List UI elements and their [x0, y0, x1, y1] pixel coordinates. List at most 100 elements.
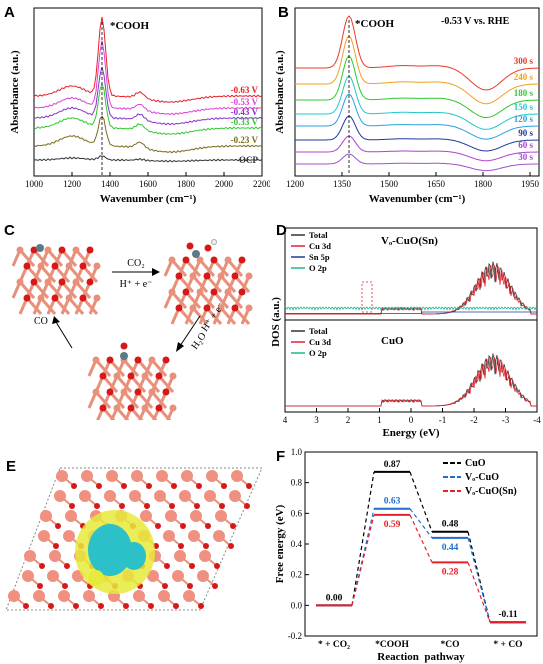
- panel-a-xlabel: Wavenumber (cm⁻¹): [100, 193, 197, 205]
- d-xtick-label: 0: [409, 415, 414, 425]
- e-cu-atom: [133, 590, 145, 602]
- e-cu-atom: [47, 570, 59, 582]
- e-cu-atom: [213, 530, 225, 542]
- c-adsorbate-o: [186, 242, 194, 250]
- c-atom: [245, 272, 253, 280]
- c-atom: [86, 278, 94, 286]
- a-curve: [33, 155, 263, 163]
- a-curve: [33, 82, 263, 135]
- f-value-label: -0.11: [498, 610, 518, 620]
- d-dos-curve: [285, 356, 537, 407]
- a-curve-label: -0.63 V: [231, 85, 259, 95]
- b-curve-label: 90 s: [518, 128, 533, 138]
- b-curve: [295, 93, 540, 140]
- a-curve-label: OCP: [239, 155, 259, 165]
- c-atom: [168, 256, 176, 264]
- a-curve: [33, 66, 263, 126]
- b-curve: [295, 15, 539, 91]
- c-bond: [129, 375, 147, 393]
- c-slab-co: [87, 356, 177, 420]
- c-atom: [162, 356, 170, 364]
- c-bond: [184, 291, 202, 309]
- d-dos-curve: [285, 311, 537, 314]
- e-o-atom: [246, 483, 252, 489]
- panel-f-ylabel: Free energy (eV): [274, 504, 286, 583]
- c-adsorbate-h: [211, 239, 217, 245]
- e-cu-atom: [81, 470, 93, 482]
- e-o-atom: [71, 483, 77, 489]
- c-atom: [217, 272, 225, 280]
- b-curve: [295, 115, 540, 152]
- f-ytick-label: 0.2: [291, 570, 302, 580]
- f-connector: [409, 508, 433, 539]
- c-bond: [32, 249, 50, 267]
- c-bond: [184, 259, 202, 277]
- d-dos-curve: [285, 353, 537, 407]
- c-bond: [74, 281, 92, 299]
- c-atom: [196, 288, 204, 296]
- f-value-label: 0.00: [326, 593, 343, 603]
- c-bond: [67, 297, 85, 315]
- e-cu-atom: [215, 510, 227, 522]
- d-legend-label: Cu 3d: [309, 241, 331, 251]
- c-bond: [94, 359, 112, 377]
- c-bond: [170, 259, 188, 277]
- c-atom: [113, 404, 121, 412]
- e-o-atom: [119, 503, 125, 509]
- e-cu-atom: [56, 470, 68, 482]
- e-cu-atom: [58, 590, 70, 602]
- c-bond: [60, 249, 78, 267]
- c-bond: [81, 265, 99, 283]
- d-xtick-label: 3: [314, 415, 319, 425]
- c-atom: [99, 372, 107, 380]
- c-atom: [245, 304, 253, 312]
- a-xtick-label: 1800: [177, 179, 196, 189]
- f-ytick-label: 0.8: [291, 478, 303, 488]
- f-legend-label: CuO: [465, 458, 486, 469]
- d-dos-curve: [284, 306, 538, 312]
- c-atom: [37, 262, 45, 270]
- f-xtick-label: * + CO₂: [318, 640, 350, 650]
- a-xtick-label: 1200: [63, 179, 82, 189]
- c-atom: [16, 278, 24, 286]
- e-cu-atom: [181, 470, 193, 482]
- c-bond: [219, 307, 237, 325]
- f-value-label: 0.28: [442, 567, 459, 577]
- c-atom: [23, 262, 31, 270]
- e-o-atom: [37, 583, 43, 589]
- e-cu-atom: [49, 550, 61, 562]
- e-o-atom: [121, 483, 127, 489]
- c-atom: [169, 404, 177, 412]
- e-o-atom: [214, 563, 220, 569]
- c-atom: [134, 356, 142, 364]
- f-value-label: 0.48: [442, 520, 459, 530]
- f-connector: [351, 471, 375, 606]
- f-xtick-label: * + CO: [493, 640, 522, 650]
- panel-f-plot: -0.2 0.0 0.2 0.4 0.6 0.8 1.0 * + CO₂ *COOH *CO * …: [274, 447, 538, 663]
- c-atom: [93, 262, 101, 270]
- e-o-atom: [146, 483, 152, 489]
- a-xtick-label: 1400: [101, 179, 120, 189]
- e-cu-atom: [38, 530, 50, 542]
- c-bond: [143, 407, 158, 420]
- c-bond: [212, 291, 230, 309]
- c-bond: [198, 259, 216, 277]
- panel-f-label: F: [276, 448, 286, 465]
- c-atom: [210, 288, 218, 296]
- panel-d-label: D: [276, 222, 287, 239]
- f-xtick-label: *CO: [441, 640, 460, 650]
- c-atom: [175, 272, 183, 280]
- c-atom: [196, 256, 204, 264]
- c-atom: [120, 388, 128, 396]
- e-o-atom: [198, 603, 204, 609]
- c-atom: [92, 388, 100, 396]
- d-xtick-label: 2: [346, 415, 351, 425]
- e-cu-atom: [165, 510, 177, 522]
- e-o-atom: [96, 483, 102, 489]
- e-cu-atom: [83, 590, 95, 602]
- e-cu-atom: [54, 490, 66, 502]
- panel-c-label: C: [4, 222, 15, 239]
- c-bond: [18, 281, 36, 299]
- c-bond: [53, 297, 71, 315]
- c-bond: [170, 291, 188, 309]
